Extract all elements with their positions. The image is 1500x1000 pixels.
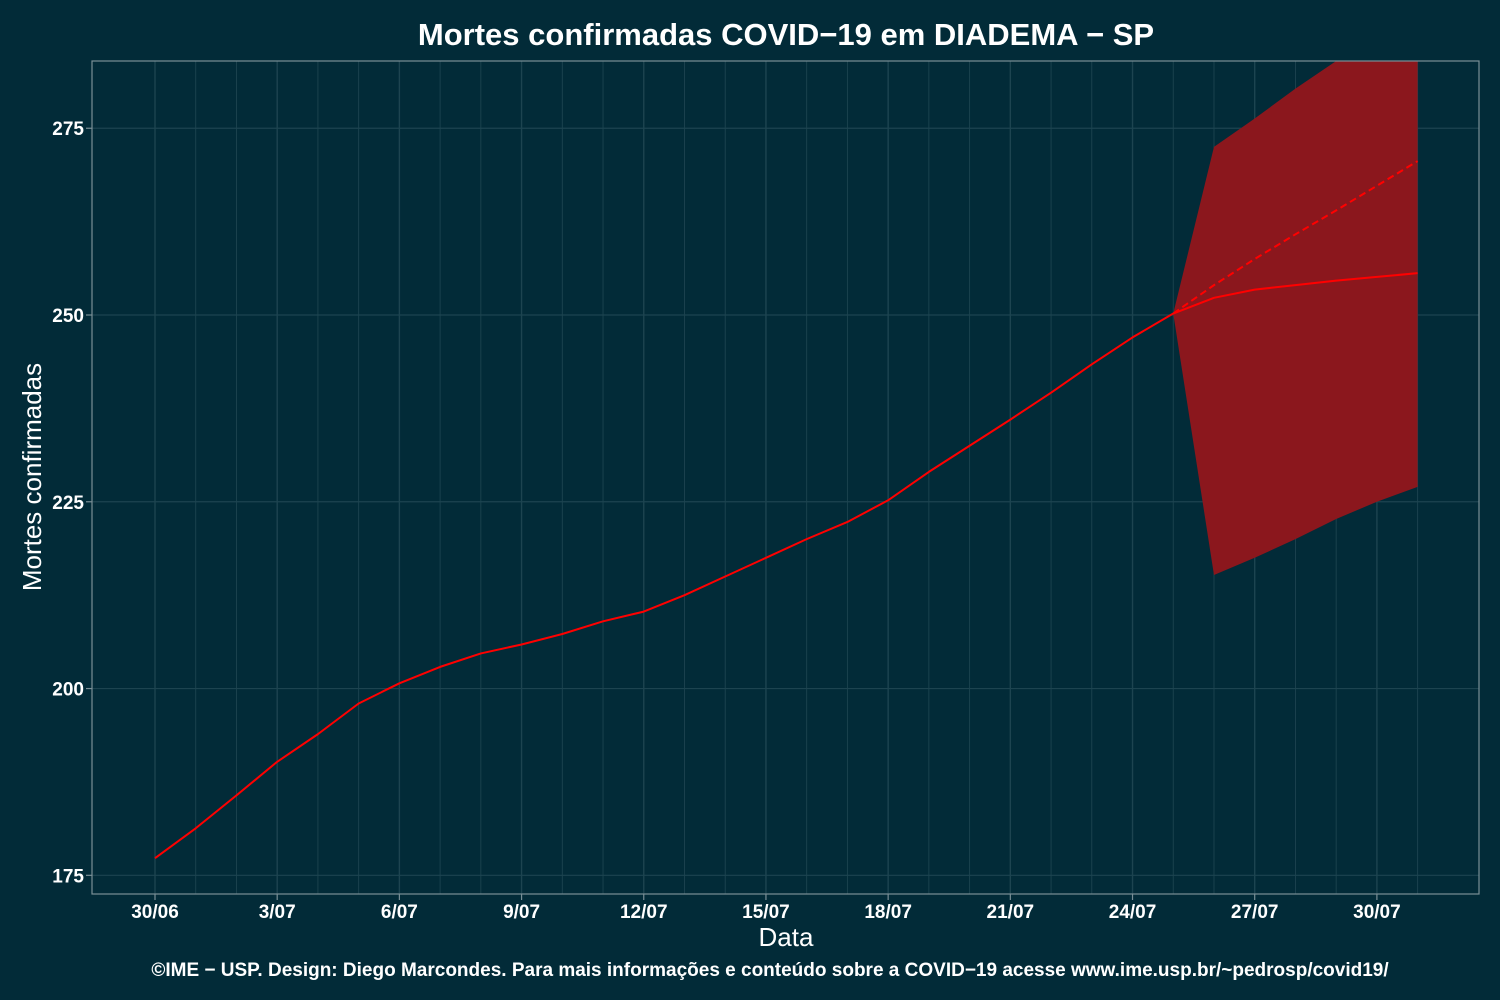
series-line [154,272,1418,859]
x-tick-label: 15/07 [742,902,790,923]
x-tick-label: 30/07 [1353,902,1401,923]
x-tick-label: 24/07 [1109,902,1157,923]
series-line-dashed [1172,160,1419,315]
x-tick-label: 21/07 [987,902,1035,923]
y-tick-label: 275 [52,119,84,140]
series-layer [154,160,1419,859]
chart-title: Mortes confirmadas COVID−19 em DIADEMA −… [418,17,1154,52]
x-tick-label: 12/07 [620,902,668,923]
x-axis-label: Data [759,922,814,952]
y-tick-label: 250 [52,306,84,327]
band-layer [1173,61,1418,575]
x-tick-label: 18/07 [864,902,912,923]
y-axis-label: Mortes confirmadas [17,363,47,591]
y-tick-label: 175 [52,866,84,887]
confidence-band [1173,61,1418,575]
y-tick-label: 200 [52,680,84,701]
plot-panel-border [91,60,1480,895]
x-tick-label: 30/06 [131,902,179,923]
x-tick-label: 27/07 [1231,902,1279,923]
x-tick-label: 6/07 [381,902,418,923]
y-tick-label: 225 [52,493,84,514]
x-tick-label: 9/07 [503,902,540,923]
tick-layer: 30/06 3/07 6/07 9/07 12/07 15/07 18/07 21/07 24/… [52,119,1400,923]
x-tick-label: 3/07 [259,902,296,923]
chart-caption: ©IME − USP. Design: Diego Marcondes. Par… [151,960,1389,981]
